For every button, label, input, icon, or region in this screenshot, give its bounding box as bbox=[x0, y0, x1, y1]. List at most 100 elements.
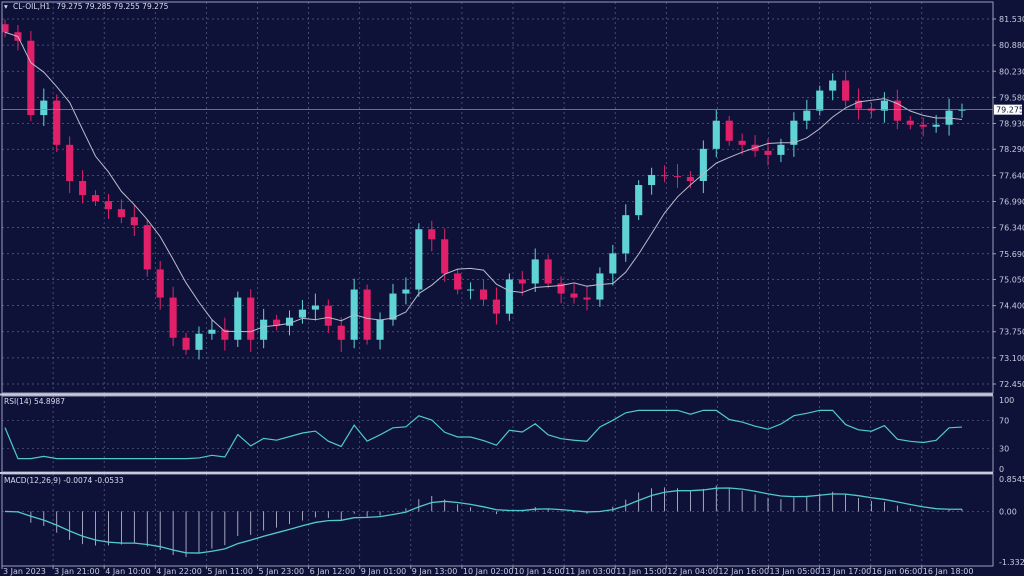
panel-frame bbox=[1, 1, 994, 394]
candle-body bbox=[816, 90, 824, 111]
time-label: 12 Jan 16:00 bbox=[718, 567, 769, 576]
time-label: 9 Jan 01:00 bbox=[361, 567, 407, 576]
candle-body bbox=[389, 293, 397, 320]
candle-body bbox=[932, 124, 940, 127]
candle-body bbox=[880, 100, 888, 111]
panel-frame bbox=[1, 473, 994, 567]
candle-body bbox=[402, 289, 410, 294]
macd-signal-line bbox=[4, 487, 963, 554]
macd-panel: 0.8545 0.00 -1.3321 bbox=[2, 475, 1024, 567]
candle-body bbox=[53, 100, 61, 145]
price-label: 81.530 bbox=[999, 15, 1024, 24]
candle-body bbox=[40, 100, 48, 116]
candle-body bbox=[441, 239, 449, 274]
time-label: 4 Jan 22:00 bbox=[156, 567, 202, 576]
time-label: 5 Jan 23:00 bbox=[259, 567, 305, 576]
candle-body bbox=[66, 144, 74, 181]
time-label: 13 Jan 05:00 bbox=[770, 567, 821, 576]
time-label: 6 Jan 12:00 bbox=[310, 567, 356, 576]
candle-body bbox=[1, 24, 9, 33]
rsi-axis-label: 0 bbox=[999, 465, 1004, 474]
macd-label: MACD(12,26,9) -0.0074 -0.0533 bbox=[4, 476, 124, 485]
rsi-panel: 100 70 30 0 bbox=[2, 396, 1014, 474]
candle-body bbox=[285, 317, 294, 326]
candle-body bbox=[156, 269, 164, 298]
price-label: 73.750 bbox=[999, 328, 1024, 337]
price-label: 77.640 bbox=[999, 171, 1024, 180]
price-label: 80.230 bbox=[999, 67, 1024, 76]
candle-body bbox=[906, 120, 914, 125]
candle-body bbox=[363, 289, 371, 340]
candle-body bbox=[893, 100, 901, 121]
time-label: 13 Jan 17:00 bbox=[821, 567, 872, 576]
candle-body bbox=[919, 124, 927, 127]
moving-average-line bbox=[4, 31, 963, 333]
rsi-label: RSI(14) 54.8987 bbox=[4, 397, 65, 406]
candle-body bbox=[104, 201, 113, 210]
candle-body bbox=[777, 144, 785, 155]
candle-body bbox=[829, 80, 837, 91]
time-label: 4 Jan 10:00 bbox=[105, 567, 151, 576]
candle-body bbox=[143, 225, 151, 270]
time-label: 3 Jan 21:00 bbox=[54, 567, 100, 576]
candle-body bbox=[531, 259, 539, 284]
candle-body bbox=[492, 299, 500, 314]
candle-body bbox=[415, 229, 423, 290]
dropdown-arrow-icon[interactable]: ▾ bbox=[4, 2, 8, 11]
candle-body bbox=[570, 293, 578, 298]
time-label: 10 Jan 14:00 bbox=[514, 567, 565, 576]
candle-body bbox=[648, 174, 656, 186]
candle-body bbox=[273, 319, 281, 326]
candle-body bbox=[660, 174, 669, 177]
current-price-box bbox=[994, 104, 1022, 115]
candle-body bbox=[337, 325, 345, 340]
candle-body bbox=[803, 110, 811, 121]
candle-body bbox=[298, 309, 307, 318]
time-label: 9 Jan 13:00 bbox=[412, 567, 458, 576]
candle-body bbox=[195, 333, 203, 350]
candle-body bbox=[130, 217, 138, 226]
candle-body bbox=[117, 209, 125, 218]
price-label: 73.100 bbox=[999, 354, 1024, 363]
candle-body bbox=[790, 120, 798, 145]
candle-body bbox=[505, 279, 513, 314]
price-label: 78.930 bbox=[999, 120, 1024, 129]
price-label: 72.450 bbox=[999, 380, 1024, 389]
time-label: 10 Jan 02:00 bbox=[463, 567, 514, 576]
candle-body bbox=[854, 100, 863, 109]
price-axis: 81.530 80.880 80.230 79.580 78.930 78.290 77.6… bbox=[993, 15, 1024, 389]
candle-body bbox=[764, 150, 772, 155]
candle-body bbox=[221, 329, 229, 340]
candle-body bbox=[428, 229, 436, 240]
macd-axis-label: 0.00 bbox=[999, 507, 1017, 516]
time-label: 11 Jan 15:00 bbox=[616, 567, 667, 576]
candle-body bbox=[324, 305, 332, 326]
candle-body bbox=[169, 297, 177, 338]
candle-body bbox=[91, 195, 100, 202]
candle-body bbox=[596, 273, 604, 300]
time-label: 16 Jan 18:00 bbox=[923, 567, 974, 576]
candle-body bbox=[673, 176, 682, 178]
candle-body bbox=[454, 273, 462, 290]
candle-body bbox=[376, 319, 384, 340]
price-label: 76.990 bbox=[999, 197, 1024, 206]
candle-body bbox=[260, 319, 268, 340]
ohlc-readout: 79.275 79.285 79.255 79.275 bbox=[56, 2, 168, 11]
macd-axis-label: -1.3321 bbox=[999, 558, 1024, 567]
price-label: 76.340 bbox=[999, 224, 1024, 233]
rsi-axis-label: 30 bbox=[999, 444, 1009, 453]
candle-body bbox=[247, 297, 255, 340]
candle-body bbox=[79, 180, 87, 196]
price-label: 79.580 bbox=[999, 93, 1024, 102]
macd-axis-label: 0.8545 bbox=[999, 475, 1024, 484]
price-label: 75.050 bbox=[999, 275, 1024, 284]
candle-body bbox=[958, 109, 966, 111]
rsi-axis-label: 100 bbox=[999, 396, 1014, 405]
candle-body bbox=[544, 259, 552, 284]
symbol-label: CL-OIL,H1 bbox=[13, 2, 51, 11]
candle-body bbox=[479, 289, 488, 300]
candle-body bbox=[699, 148, 707, 181]
candle-body bbox=[518, 279, 526, 284]
